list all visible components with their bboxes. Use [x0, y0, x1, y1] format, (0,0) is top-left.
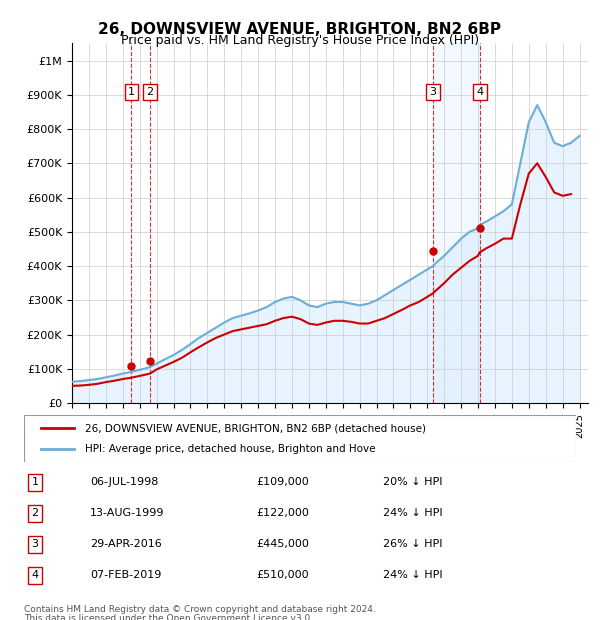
Text: Contains HM Land Registry data © Crown copyright and database right 2024.: Contains HM Land Registry data © Crown c… — [24, 604, 376, 614]
Text: £445,000: £445,000 — [256, 539, 309, 549]
Text: 13-AUG-1999: 13-AUG-1999 — [90, 508, 165, 518]
Text: 4: 4 — [476, 87, 483, 97]
Text: 29-APR-2016: 29-APR-2016 — [90, 539, 162, 549]
Text: 07-FEB-2019: 07-FEB-2019 — [90, 570, 161, 580]
Text: HPI: Average price, detached house, Brighton and Hove: HPI: Average price, detached house, Brig… — [85, 444, 375, 454]
Text: 26, DOWNSVIEW AVENUE, BRIGHTON, BN2 6BP: 26, DOWNSVIEW AVENUE, BRIGHTON, BN2 6BP — [98, 22, 502, 37]
Text: 3: 3 — [32, 539, 38, 549]
Text: 20% ↓ HPI: 20% ↓ HPI — [383, 477, 442, 487]
Text: £122,000: £122,000 — [256, 508, 309, 518]
Text: 1: 1 — [128, 87, 135, 97]
Text: £109,000: £109,000 — [256, 477, 308, 487]
Text: 3: 3 — [430, 87, 436, 97]
FancyBboxPatch shape — [24, 415, 576, 462]
Text: Price paid vs. HM Land Registry's House Price Index (HPI): Price paid vs. HM Land Registry's House … — [121, 34, 479, 47]
Text: £510,000: £510,000 — [256, 570, 308, 580]
Text: 2: 2 — [146, 87, 154, 97]
Text: 24% ↓ HPI: 24% ↓ HPI — [383, 570, 442, 580]
Text: 26, DOWNSVIEW AVENUE, BRIGHTON, BN2 6BP (detached house): 26, DOWNSVIEW AVENUE, BRIGHTON, BN2 6BP … — [85, 423, 426, 433]
Text: 4: 4 — [31, 570, 38, 580]
Text: 2: 2 — [31, 508, 38, 518]
Text: 1: 1 — [32, 477, 38, 487]
Text: 26% ↓ HPI: 26% ↓ HPI — [383, 539, 442, 549]
Text: 24% ↓ HPI: 24% ↓ HPI — [383, 508, 442, 518]
Text: 06-JUL-1998: 06-JUL-1998 — [90, 477, 158, 487]
Text: This data is licensed under the Open Government Licence v3.0.: This data is licensed under the Open Gov… — [24, 614, 313, 620]
Bar — [433, 43, 480, 403]
